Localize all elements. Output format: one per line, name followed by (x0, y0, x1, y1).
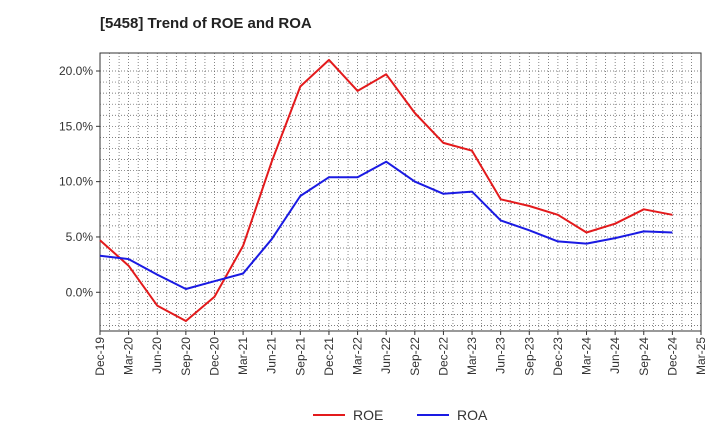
x-tick-label: Dec-19 (93, 337, 107, 376)
x-tick-label: Dec-22 (436, 337, 450, 376)
x-tick-label: Mar-25 (694, 337, 708, 375)
series-line-roa (99, 160, 673, 290)
x-tick-label: Dec-20 (207, 337, 221, 376)
x-tick-label: Dec-24 (665, 337, 679, 376)
x-tick-label: Mar-20 (122, 337, 136, 375)
y-tick-label: 15.0% (59, 119, 93, 133)
y-tick-label: 10.0% (59, 175, 93, 189)
x-tick-label: Mar-24 (580, 337, 594, 375)
legend-label-roe: ROE (353, 407, 383, 423)
series-line-roe (99, 58, 673, 322)
x-tick-label: Mar-21 (236, 337, 250, 375)
x-tick-label: Mar-22 (351, 337, 365, 375)
x-tick-label: Sep-24 (637, 337, 651, 376)
x-tick-label: Dec-21 (322, 337, 336, 376)
x-tick-label: Jun-23 (494, 337, 508, 374)
chart-title: [5458] Trend of ROE and ROA (100, 15, 312, 32)
x-tick-label: Jun-20 (150, 337, 164, 374)
x-tick-label: Dec-23 (551, 337, 565, 376)
y-tick-label: 20.0% (59, 64, 93, 78)
x-tick-label: Jun-24 (608, 337, 622, 374)
y-tick-label: 0.0% (66, 285, 94, 299)
x-tick-label: Sep-23 (522, 337, 536, 376)
x-tick-label: Sep-20 (179, 337, 193, 376)
y-tick-label: 5.0% (66, 230, 94, 244)
x-tick-label: Sep-22 (408, 337, 422, 376)
x-tick-label: Mar-23 (465, 337, 479, 375)
legend-label-roa: ROA (457, 407, 488, 423)
x-tick-label: Jun-22 (379, 337, 393, 374)
x-tick-label: Jun-21 (265, 337, 279, 374)
x-tick-label: Sep-21 (293, 337, 307, 376)
